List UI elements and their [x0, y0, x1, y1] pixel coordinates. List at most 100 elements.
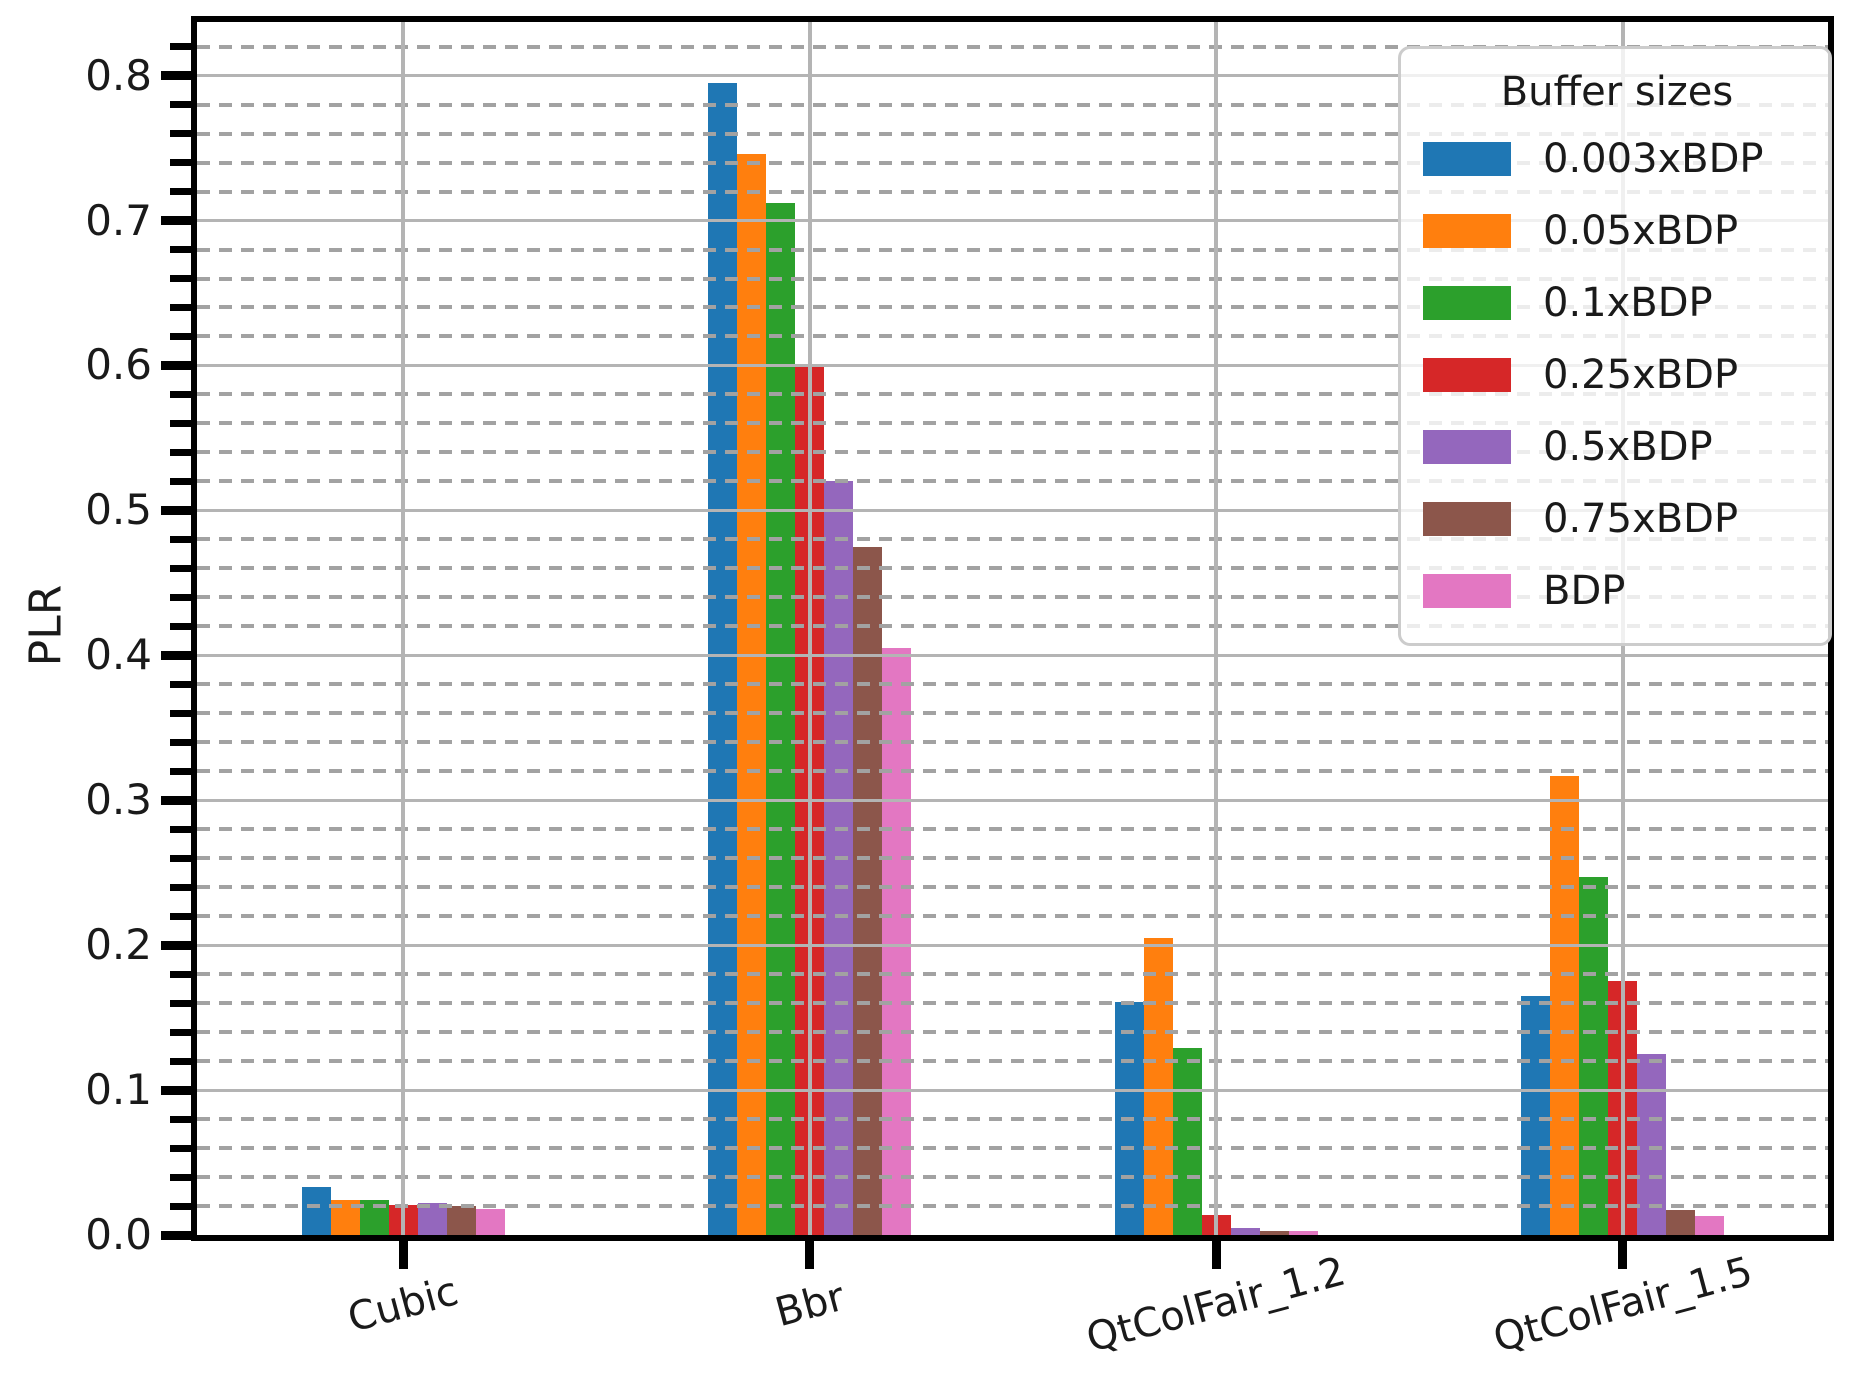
y-tick-label: 0.6 [85, 340, 152, 390]
y-minor-tick [170, 159, 191, 167]
gridline-h-minor [197, 711, 1828, 716]
legend-swatch [1423, 502, 1511, 536]
y-tick-label: 0.0 [85, 1210, 152, 1259]
gridline-h-minor [197, 305, 1828, 310]
gridline-h-minor [197, 740, 1828, 745]
gridline-h-minor [197, 334, 1828, 339]
legend-item: 0.25xBDP [1423, 339, 1811, 411]
y-major-tick [161, 360, 191, 370]
legend-item-label: 0.05xBDP [1543, 208, 1739, 254]
y-major-tick [161, 650, 191, 660]
gridline-h-minor [197, 972, 1828, 977]
gridline-h-minor [197, 189, 1828, 194]
gridline-h-major [197, 74, 1828, 78]
y-minor-tick [170, 622, 191, 630]
y-minor-tick [170, 332, 191, 340]
legend-swatch [1423, 574, 1511, 608]
gridline-h-minor [197, 856, 1828, 861]
x-tick-label-text: Cubic [343, 1268, 463, 1342]
y-minor-tick [170, 390, 191, 398]
gridline-h-major [197, 1088, 1828, 1092]
y-minor-tick [170, 883, 191, 891]
bar [766, 203, 795, 1235]
gridline-h-minor [197, 450, 1828, 455]
legend-title: Buffer sizes [1500, 69, 1734, 115]
gridline-h-minor [197, 479, 1828, 484]
y-minor-tick [170, 564, 191, 572]
gridline-h-minor [197, 1001, 1828, 1006]
bar [1172, 1048, 1202, 1235]
legend-item: 0.05xBDP [1423, 195, 1811, 267]
y-minor-tick [170, 188, 191, 196]
bar [446, 1206, 476, 1235]
y-major-tick [161, 1085, 191, 1095]
y-minor-tick [170, 912, 191, 920]
legend-item: 0.1xBDP [1423, 267, 1811, 339]
y-minor-tick [170, 1115, 191, 1123]
y-minor-tick [170, 246, 191, 254]
gridline-h-minor [197, 914, 1828, 919]
bar [475, 1208, 505, 1235]
x-major-tick [1211, 1241, 1221, 1269]
y-tick-label: 0.5 [85, 485, 152, 535]
gridline-h-minor [197, 276, 1828, 281]
legend-item: BDP [1423, 555, 1811, 627]
y-tick-label: 0.8 [85, 50, 152, 100]
legend-item-label: BDP [1543, 568, 1626, 614]
y-minor-tick [170, 680, 191, 688]
gridline-h-minor [197, 769, 1828, 774]
bar [708, 82, 737, 1235]
y-major-tick [161, 216, 191, 226]
gridline-h-minor [197, 624, 1828, 629]
gridline-h-minor [197, 44, 1828, 49]
y-minor-tick [170, 303, 191, 311]
y-minor-tick [170, 1202, 191, 1210]
y-minor-tick [170, 535, 191, 543]
gridline-v [1214, 22, 1218, 1235]
bar [1143, 937, 1173, 1235]
bar [1259, 1230, 1289, 1235]
gridline-h-minor [197, 682, 1828, 687]
y-minor-tick [170, 593, 191, 601]
gridline-h-minor [197, 1204, 1828, 1208]
x-major-tick [805, 1241, 814, 1269]
y-minor-tick [170, 275, 191, 282]
y-minor-tick [170, 1028, 191, 1036]
gridline-h-minor [197, 392, 1828, 397]
gridline-h-major [197, 943, 1828, 947]
y-minor-tick [170, 101, 191, 109]
legend-item: 0.003xBDP [1423, 123, 1811, 195]
gridline-h-minor [197, 1059, 1828, 1064]
gridline-v [401, 22, 405, 1235]
gridline-v [807, 22, 812, 1235]
gridline-h-major [197, 798, 1828, 802]
y-minor-tick [170, 738, 191, 746]
y-minor-tick [170, 477, 191, 485]
bar [301, 1187, 331, 1235]
legend-item-label: 0.5xBDP [1543, 424, 1713, 470]
bar [1579, 877, 1608, 1235]
y-minor-tick [170, 970, 191, 978]
y-minor-tick [170, 1144, 191, 1152]
y-tick-label: 0.4 [85, 630, 152, 680]
gridline-h-minor [197, 595, 1828, 600]
y-minor-tick [170, 130, 191, 138]
y-major-tick [161, 795, 191, 805]
gridline-h-minor [197, 102, 1828, 107]
gridline-h-minor [197, 827, 1828, 832]
y-minor-tick [170, 43, 191, 51]
legend-item-label: 0.003xBDP [1543, 136, 1764, 182]
bar [882, 648, 911, 1235]
bar [853, 546, 882, 1235]
gridline-h-minor [197, 160, 1828, 165]
y-major-tick [161, 1230, 191, 1240]
legend-swatch [1423, 286, 1511, 320]
x-major-tick [1618, 1241, 1627, 1269]
bar [1288, 1230, 1318, 1235]
gridline-h-major [197, 653, 1828, 657]
y-tick-label: 0.3 [85, 775, 152, 825]
legend-item-label: 0.1xBDP [1543, 280, 1713, 326]
x-major-tick [398, 1241, 408, 1269]
y-minor-tick [170, 854, 191, 862]
legend-items: 0.003xBDP 0.05xBDP 0.1xBDP 0.25xBDP 0.5xBDP 0… [1423, 123, 1811, 627]
